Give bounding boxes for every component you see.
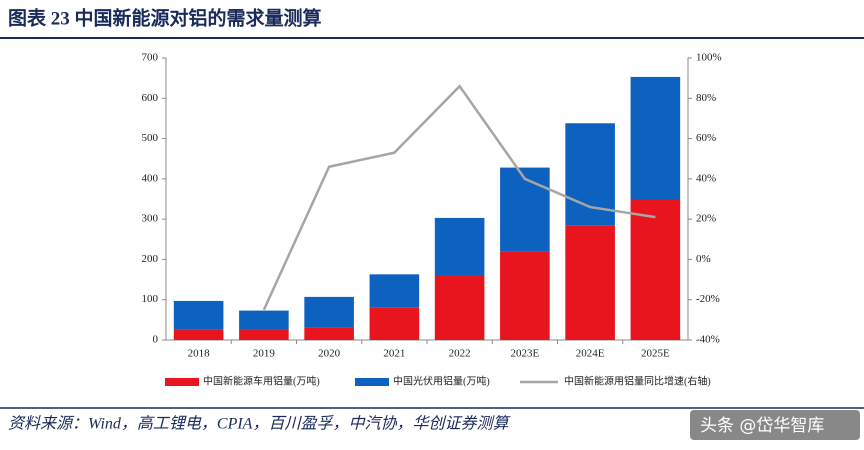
y-tick-label: 600 [142, 92, 159, 104]
bar [434, 217, 485, 276]
bar [173, 329, 224, 340]
watermark-bg [690, 410, 860, 440]
bar [304, 296, 354, 328]
legend-swatch [165, 378, 199, 386]
x-tick-label: 2025E [641, 348, 670, 360]
y2-tick-label: 100% [696, 52, 722, 64]
line [262, 84, 656, 311]
bar [500, 251, 550, 340]
x-tick-label: 2021 [383, 348, 405, 360]
chart-title: 图表 23 中国新能源对铝的需求量测算 [8, 6, 322, 29]
bar [500, 167, 550, 252]
y-tick-label: 500 [142, 132, 159, 144]
y-tick-label: 400 [142, 172, 159, 184]
bar [173, 300, 224, 330]
y2-tick-label: 20% [696, 213, 716, 225]
legend-label: 中国光伏用铝量(万吨) [393, 374, 490, 387]
source: 资料来源：Wind，高工锂电，CPIA，百川盈孚，中汽协，华创证券测算 [8, 415, 511, 433]
bar [369, 307, 420, 340]
bar [239, 310, 289, 330]
bar [630, 199, 681, 340]
watermark: 头条 @岱华智库 [700, 416, 824, 436]
x-tick-label: 2023E [511, 348, 540, 360]
y2-tick-label: 40% [696, 172, 716, 184]
legend-swatch [355, 378, 389, 386]
y-tick-label: 100 [142, 293, 159, 305]
x-tick-label: 2024E [576, 348, 605, 360]
legend-label: 中国新能源用铝量同比增速(右轴) [564, 374, 711, 387]
bar [434, 275, 485, 340]
x-tick-label: 2018 [188, 348, 211, 360]
bar [304, 327, 354, 340]
y2-tick-label: 80% [696, 92, 716, 104]
y-tick-label: 0 [153, 334, 159, 346]
bar [565, 225, 615, 340]
y-tick-label: 300 [142, 213, 159, 225]
bar [239, 329, 289, 340]
bar [369, 274, 420, 308]
y2-tick-label: -40% [696, 334, 720, 346]
y-tick-label: 700 [142, 52, 159, 64]
bar [630, 76, 681, 199]
y2-tick-label: 0% [696, 253, 711, 265]
y-tick-label: 200 [142, 253, 159, 265]
y2-tick-label: 60% [696, 132, 716, 144]
x-tick-label: 2022 [449, 348, 471, 360]
legend-label: 中国新能源车用铝量(万吨) [203, 374, 320, 387]
x-tick-label: 2020 [318, 348, 341, 360]
y2-tick-label: -20% [696, 293, 720, 305]
x-tick-label: 2019 [253, 348, 276, 360]
